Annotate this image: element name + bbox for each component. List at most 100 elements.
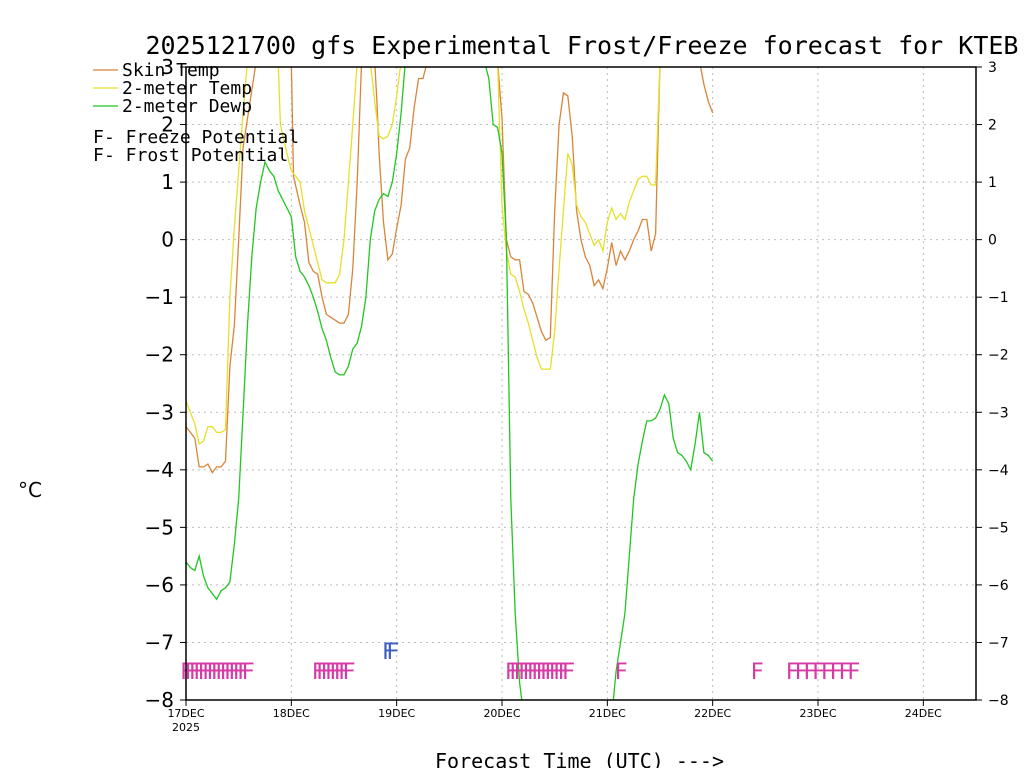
frost-marker: F bbox=[382, 640, 395, 665]
x-tick-label: 24DEC bbox=[905, 707, 942, 720]
y-tick-label-right: −1 bbox=[988, 290, 1009, 306]
y-tick-label: −2 bbox=[145, 343, 174, 367]
series-group bbox=[186, 67, 714, 700]
freeze-marker: F bbox=[316, 660, 329, 685]
freeze-marker: F bbox=[821, 660, 834, 685]
y-tick-label-right: −3 bbox=[988, 405, 1009, 421]
x-tick-label: 21DEC bbox=[589, 707, 626, 720]
freeze-marker: F bbox=[527, 660, 540, 685]
y-tick-label-right: −2 bbox=[988, 348, 1009, 364]
freeze-marker: F bbox=[615, 660, 628, 685]
series-line-skin-temp bbox=[186, 67, 714, 474]
freeze-marker: F bbox=[338, 660, 351, 685]
freeze-marker: F bbox=[544, 660, 557, 685]
freeze-marker: F bbox=[838, 660, 851, 685]
potential-legend-text: - Freeze Potential bbox=[104, 127, 299, 148]
y-tick-label: 0 bbox=[161, 228, 174, 252]
y-tick-label: 1 bbox=[161, 170, 174, 194]
freeze-marker: F bbox=[220, 660, 233, 685]
freeze-marker: F bbox=[536, 660, 549, 685]
freeze-marker: F bbox=[342, 660, 355, 685]
y-axis-label: °C bbox=[18, 478, 42, 502]
y-tick-label-right: 1 bbox=[988, 175, 997, 191]
potential-legend-text: - Frost Potential bbox=[104, 145, 288, 166]
freeze-marker: F bbox=[237, 660, 250, 685]
freeze-marker: F bbox=[553, 660, 566, 685]
frost-marker: F bbox=[386, 640, 399, 665]
y-tick-label-right: −5 bbox=[988, 520, 1009, 536]
freeze-marker: F bbox=[206, 660, 219, 685]
freeze-marker: F bbox=[325, 660, 338, 685]
freeze-marker: F bbox=[830, 660, 843, 685]
freeze-marker: F bbox=[549, 660, 562, 685]
freeze-marker: F bbox=[198, 660, 211, 685]
freeze-marker: F bbox=[228, 660, 241, 685]
x-tick-label: 23DEC bbox=[799, 707, 836, 720]
x-axis-label: Forecast Time (UTC) ---> bbox=[435, 749, 724, 768]
y-tick-label: −4 bbox=[145, 458, 174, 482]
x-tick-label: 17DEC bbox=[167, 707, 204, 720]
freeze-marker: F bbox=[562, 660, 575, 685]
grid-lines bbox=[185, 67, 976, 700]
freeze-marker: F bbox=[847, 660, 860, 685]
freeze-marker: F bbox=[189, 660, 202, 685]
y-tick-label-right: 0 bbox=[988, 233, 997, 249]
series-line-2-meter-temp bbox=[186, 67, 661, 445]
legend-label: 2-meter Temp bbox=[122, 78, 252, 99]
freeze-marker: F bbox=[751, 660, 764, 685]
y-tick-label: −6 bbox=[145, 573, 174, 597]
freeze-marker: F bbox=[557, 660, 570, 685]
x-tick-year: 2025 bbox=[172, 721, 200, 734]
freeze-marker: F bbox=[334, 660, 347, 685]
y-tick-label: 2 bbox=[161, 113, 174, 137]
freeze-marker: F bbox=[531, 660, 544, 685]
freeze-marker: F bbox=[509, 660, 522, 685]
y-tick-label: −5 bbox=[145, 515, 174, 539]
freeze-marker: F bbox=[202, 660, 215, 685]
freeze-marker: F bbox=[193, 660, 206, 685]
y-tick-label-right: −7 bbox=[988, 635, 1009, 651]
freeze-marker: F bbox=[184, 660, 197, 685]
x-tick-label: 18DEC bbox=[273, 707, 310, 720]
y-tick-label: −7 bbox=[145, 630, 174, 654]
y-tick-label: −8 bbox=[145, 688, 174, 712]
y-tick-label-right: −8 bbox=[988, 693, 1009, 709]
x-tick-label: 19DEC bbox=[378, 707, 415, 720]
freeze-marker: F bbox=[320, 660, 333, 685]
freeze-marker: F bbox=[812, 660, 825, 685]
freeze-marker: F bbox=[215, 660, 228, 685]
freeze-marker: F bbox=[803, 660, 816, 685]
freeze-marker: F bbox=[794, 660, 807, 685]
freeze-marker: F bbox=[211, 660, 224, 685]
freeze-marker: F bbox=[522, 660, 535, 685]
plot-frame bbox=[185, 66, 977, 701]
legend-label: 2-meter Dewp bbox=[122, 96, 252, 117]
x-tick-label: 20DEC bbox=[483, 707, 520, 720]
y-tick-label-right: 2 bbox=[988, 118, 997, 134]
x-tick-label: 22DEC bbox=[694, 707, 731, 720]
freeze-marker: F bbox=[241, 660, 254, 685]
y-tick-label-right: −6 bbox=[988, 578, 1009, 594]
freeze-marker: F bbox=[312, 660, 325, 685]
y-tick-label: −3 bbox=[145, 400, 174, 424]
freeze-marker: F bbox=[518, 660, 531, 685]
y-axis-ticks: −8 −8 −7 −7 −6 −6 −5 −5 −4 −4 −3 −3 −2 −2 −1 −1 0 0 1 1 2 2 3 3 bbox=[145, 55, 1009, 712]
potential-legend-letter: F bbox=[93, 127, 104, 148]
freeze-marker: F bbox=[514, 660, 527, 685]
freeze-marker: F bbox=[540, 660, 553, 685]
y-tick-label: −1 bbox=[145, 285, 174, 309]
freeze-marker: F bbox=[329, 660, 342, 685]
y-tick-label-right: 3 bbox=[988, 60, 997, 76]
freeze-marker: F bbox=[233, 660, 246, 685]
freeze-marker: F bbox=[224, 660, 237, 685]
freeze-marker: F bbox=[786, 660, 799, 685]
freeze-marker: F bbox=[505, 660, 518, 685]
series-line-2-meter-dewp bbox=[186, 67, 714, 700]
chart-title: 2025121700 gfs Experimental Frost/Freeze… bbox=[146, 31, 1019, 60]
legend-label: Skin Temp bbox=[122, 60, 220, 81]
y-tick-label-right: −4 bbox=[988, 463, 1009, 479]
